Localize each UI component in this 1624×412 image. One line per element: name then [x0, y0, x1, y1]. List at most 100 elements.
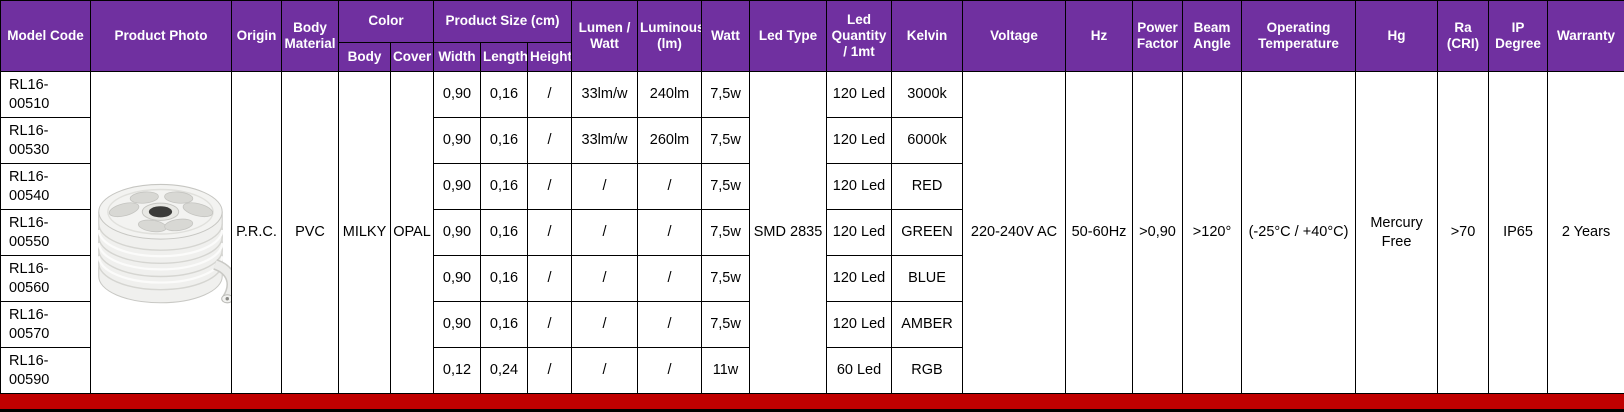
- model-code-cell: RL16-00530: [0, 117, 91, 164]
- length-cell: 0,16: [480, 117, 528, 164]
- col-header-led-quantity: Led Quantity / 1mt: [826, 0, 893, 72]
- length-cell: 0,16: [480, 301, 528, 348]
- header-row-1: Model Code Product Photo Origin Body Mat…: [0, 0, 1624, 72]
- origin-cell: P.R.C.: [231, 71, 282, 394]
- col-header-height: Height: [526, 42, 573, 72]
- product-spec-table: Model Code Product Photo Origin Body Mat…: [0, 0, 1624, 394]
- led-neon-reel-image: [97, 183, 231, 303]
- model-code-cell: RL16-00590: [0, 347, 91, 394]
- footer-red-bar: [0, 394, 1624, 409]
- width-cell: 0,90: [433, 71, 481, 118]
- luminous-cell: /: [637, 347, 703, 394]
- voltage-cell: 220-240V AC: [962, 71, 1067, 394]
- led-quantity-cell: 120 Led: [826, 255, 893, 302]
- col-header-hg: Hg: [1355, 0, 1439, 72]
- lumen-watt-cell: /: [571, 163, 639, 210]
- table-row: RL16-00530 0,90 0,16 / 33lm/w 260lm 7,5w…: [0, 117, 1624, 164]
- hg-cell: Mercury Free: [1355, 71, 1439, 394]
- col-header-voltage: Voltage: [962, 0, 1067, 72]
- watt-cell: 7,5w: [701, 301, 751, 348]
- kelvin-cell: AMBER: [891, 301, 964, 348]
- led-quantity-cell: 120 Led: [826, 71, 893, 118]
- height-cell: /: [526, 71, 573, 118]
- warranty-cell: 2 Years: [1547, 71, 1624, 394]
- col-header-cover-color: Cover: [390, 42, 434, 72]
- table-row: RL16-00590 0,12 0,24 / / / 11w 60 Led RG…: [0, 347, 1624, 394]
- ra-cri-cell: >70: [1437, 71, 1490, 394]
- luminous-cell: 240lm: [637, 71, 703, 118]
- footer-black-bar: [0, 409, 1624, 412]
- kelvin-cell: RGB: [891, 347, 964, 394]
- table-row: RL16-00510: [0, 71, 1624, 394]
- model-code-cell: RL16-00550: [0, 209, 91, 256]
- height-cell: /: [526, 163, 573, 210]
- height-cell: /: [526, 255, 573, 302]
- col-header-product-photo: Product Photo: [90, 0, 232, 72]
- model-code-cell: RL16-00570: [0, 301, 91, 348]
- length-cell: 0,16: [480, 163, 528, 210]
- lumen-watt-cell: /: [571, 255, 639, 302]
- lumen-watt-cell: /: [571, 301, 639, 348]
- height-cell: /: [526, 347, 573, 394]
- col-header-luminous: Luminous (lm): [637, 0, 703, 72]
- watt-cell: 7,5w: [701, 255, 751, 302]
- length-cell: 0,16: [480, 209, 528, 256]
- operating-temperature-cell: (-25°C / +40°C): [1241, 71, 1357, 394]
- table-row: RL16-00550 0,90 0,16 / / / 7,5w 120 Led …: [0, 209, 1624, 256]
- length-cell: 0,16: [480, 71, 528, 118]
- col-header-product-size-group: Product Size (cm): [432, 0, 573, 43]
- luminous-cell: 260lm: [637, 117, 703, 164]
- model-code-cell: RL16-00540: [0, 163, 91, 210]
- watt-cell: 7,5w: [701, 117, 751, 164]
- col-header-width: Width: [433, 42, 481, 72]
- led-quantity-cell: 60 Led: [826, 347, 893, 394]
- hz-cell: 50-60Hz: [1065, 71, 1134, 394]
- model-code-cell: RL16-00560: [0, 255, 91, 302]
- luminous-cell: /: [637, 209, 703, 256]
- kelvin-cell: 3000k: [891, 71, 964, 118]
- luminous-cell: /: [637, 255, 703, 302]
- col-header-hz: Hz: [1065, 0, 1134, 72]
- col-header-beam-angle: Beam Angle: [1182, 0, 1243, 72]
- led-type-cell: SMD 2835: [749, 71, 828, 394]
- height-cell: /: [526, 301, 573, 348]
- height-cell: /: [526, 117, 573, 164]
- body-material-cell: PVC: [281, 71, 339, 394]
- col-header-kelvin: Kelvin: [891, 0, 964, 72]
- watt-cell: 7,5w: [701, 163, 751, 210]
- luminous-cell: /: [637, 301, 703, 348]
- col-header-model-code: Model Code: [0, 0, 91, 72]
- watt-cell: 11w: [701, 347, 751, 394]
- kelvin-cell: BLUE: [891, 255, 964, 302]
- col-header-origin: Origin: [231, 0, 282, 72]
- led-quantity-cell: 120 Led: [826, 209, 893, 256]
- col-header-power-factor: Power Factor: [1132, 0, 1184, 72]
- table-body: RL16-00510: [0, 71, 1624, 394]
- lumen-watt-cell: 33lm/w: [571, 117, 639, 164]
- height-cell: /: [526, 209, 573, 256]
- ip-degree-cell: IP65: [1488, 71, 1549, 394]
- power-factor-cell: >0,90: [1132, 71, 1184, 394]
- lumen-watt-cell: /: [571, 209, 639, 256]
- col-header-body-color: Body: [338, 42, 391, 72]
- col-header-lumen-watt: Lumen / Watt: [571, 0, 639, 72]
- led-quantity-cell: 120 Led: [826, 163, 893, 210]
- luminous-cell: /: [637, 163, 703, 210]
- col-header-ra-cri: Ra (CRI): [1437, 0, 1490, 72]
- col-header-watt: Watt: [701, 0, 751, 72]
- body-color-cell: MILKY: [338, 71, 391, 394]
- col-header-led-type: Led Type: [749, 0, 828, 72]
- col-header-ip-degree: IP Degree: [1488, 0, 1549, 72]
- table-header: Model Code Product Photo Origin Body Mat…: [0, 0, 1624, 72]
- kelvin-cell: RED: [891, 163, 964, 210]
- watt-cell: 7,5w: [701, 71, 751, 118]
- led-quantity-cell: 120 Led: [826, 301, 893, 348]
- cover-color-cell: OPAL: [390, 71, 434, 394]
- product-photo-cell: [90, 71, 232, 394]
- col-header-length: Length: [480, 42, 528, 72]
- lumen-watt-cell: /: [571, 347, 639, 394]
- model-code-cell: RL16-00510: [0, 71, 91, 118]
- header-row-2: Body Cover Width Length Height: [1, 42, 1624, 72]
- kelvin-cell: 6000k: [891, 117, 964, 164]
